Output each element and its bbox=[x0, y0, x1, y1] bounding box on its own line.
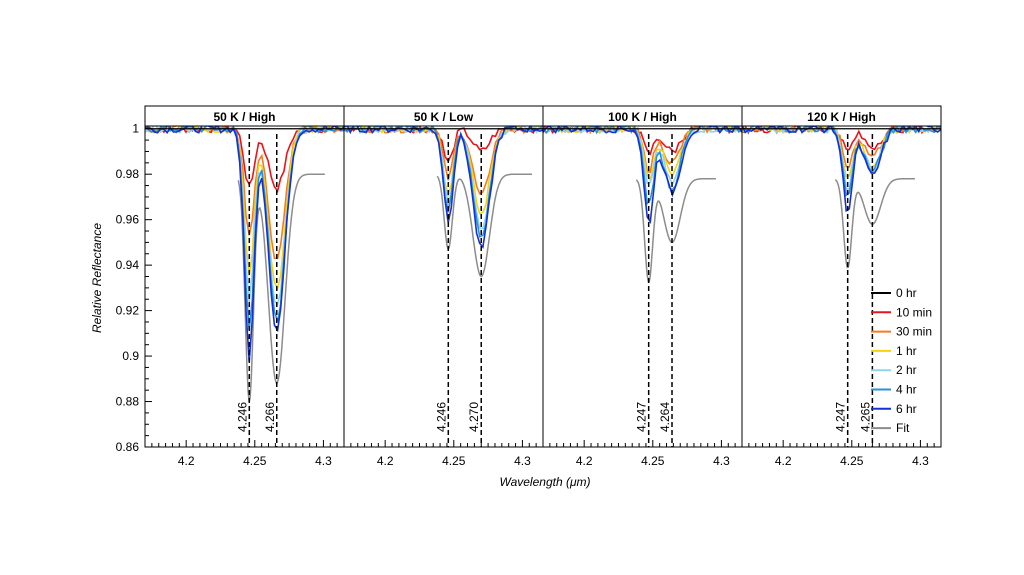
legend-label: 2 hr bbox=[896, 363, 917, 377]
panels-layer: 4.246 4.266 50 K / High 4.2 4.25 4.3 4.246 4.27… bbox=[144, 105, 942, 468]
panel-title: 100 K / High bbox=[608, 110, 677, 124]
legend-item: 10 min bbox=[871, 305, 932, 319]
axes-layer: 0.86 0.88 0.9 0.92 0.94 0.96 0.98 1 bbox=[116, 122, 152, 454]
series-line-6-hr bbox=[742, 126, 941, 213]
x-tick-label: 4.2 bbox=[775, 454, 792, 468]
legend-label: 10 min bbox=[896, 305, 932, 319]
panel-frame bbox=[741, 105, 942, 448]
peak-label: 4.270 bbox=[467, 402, 481, 432]
x-tick-label: 4.3 bbox=[315, 454, 332, 468]
y-tick-label: 0.92 bbox=[116, 304, 140, 318]
panel-title: 50 K / High bbox=[213, 110, 275, 124]
x-tick-label: 4.25 bbox=[840, 454, 864, 468]
y-tick-label: 1 bbox=[132, 122, 139, 136]
legend-item: 2 hr bbox=[871, 363, 917, 377]
legend-label: 4 hr bbox=[896, 383, 917, 397]
x-axis-label: Wavelength (μm) bbox=[499, 475, 590, 489]
x-tick-label: 4.25 bbox=[442, 454, 466, 468]
x-tick-label: 4.3 bbox=[514, 454, 531, 468]
peak-label: 4.246 bbox=[235, 402, 249, 432]
y-tick-label: 0.9 bbox=[122, 349, 139, 363]
panel-2: 4.246 4.270 50 K / Low 4.2 4.25 4.3 bbox=[343, 105, 544, 468]
fit-curve bbox=[635, 177, 716, 283]
y-tick-label: 0.88 bbox=[116, 395, 140, 409]
fit-curve bbox=[237, 173, 325, 403]
y-tick-label: 0.98 bbox=[116, 167, 140, 181]
y-axis-label: Relative Reflectance bbox=[90, 223, 104, 333]
peak-label: 4.265 bbox=[858, 402, 872, 432]
x-tick-label: 4.3 bbox=[912, 454, 929, 468]
legend-item: 30 min bbox=[871, 325, 932, 339]
x-tick-label: 4.2 bbox=[576, 454, 593, 468]
legend-label: 6 hr bbox=[896, 402, 917, 416]
y-tick-label: 0.86 bbox=[116, 440, 140, 454]
x-tick-label: 4.2 bbox=[178, 454, 195, 468]
legend-label: Fit bbox=[896, 421, 910, 435]
panel-title: 50 K / Low bbox=[414, 110, 474, 124]
legend-item: Fit bbox=[871, 421, 910, 435]
panel-plot-area bbox=[742, 126, 941, 269]
legend-item: 0 hr bbox=[871, 286, 917, 300]
legend-item: 1 hr bbox=[871, 344, 917, 358]
panel-4: 4.247 4.265 120 K / High 4.2 4.25 4.3 bbox=[741, 105, 942, 468]
legend-label: 0 hr bbox=[896, 286, 917, 300]
series-line-10-min bbox=[145, 126, 344, 193]
legend-item: 4 hr bbox=[871, 383, 917, 397]
x-tick-label: 4.3 bbox=[713, 454, 730, 468]
panel-3: 4.247 4.264 100 K / High 4.2 4.25 4.3 bbox=[542, 105, 743, 468]
x-tick-label: 4.25 bbox=[641, 454, 665, 468]
legend: 0 hr 10 min 30 min 1 hr 2 hr 4 hr 6 hr Fit bbox=[871, 286, 932, 435]
panel-title: 120 K / High bbox=[807, 110, 876, 124]
legend-item: 6 hr bbox=[871, 402, 917, 416]
panel-plot-area bbox=[543, 126, 742, 283]
x-tick-label: 4.25 bbox=[243, 454, 267, 468]
panel-plot-area bbox=[145, 126, 344, 403]
x-tick-label: 4.2 bbox=[377, 454, 394, 468]
peak-label: 4.246 bbox=[434, 402, 448, 432]
panel-1: 4.246 4.266 50 K / High 4.2 4.25 4.3 bbox=[144, 105, 345, 468]
peak-label: 4.247 bbox=[635, 402, 649, 432]
peak-label: 4.266 bbox=[263, 402, 277, 432]
legend-label: 30 min bbox=[896, 325, 932, 339]
peak-label: 4.247 bbox=[834, 402, 848, 432]
legend-label: 1 hr bbox=[896, 344, 917, 358]
panel-plot-area bbox=[344, 126, 543, 278]
fit-curve bbox=[436, 173, 532, 278]
peak-label: 4.264 bbox=[658, 402, 672, 432]
fit-curve bbox=[834, 177, 915, 269]
series-line-6-hr bbox=[145, 126, 344, 362]
y-tick-label: 0.96 bbox=[116, 213, 140, 227]
series-line-6-hr bbox=[344, 126, 543, 249]
y-tick-label: 0.94 bbox=[116, 258, 140, 272]
series-line-4-hr bbox=[543, 126, 742, 206]
